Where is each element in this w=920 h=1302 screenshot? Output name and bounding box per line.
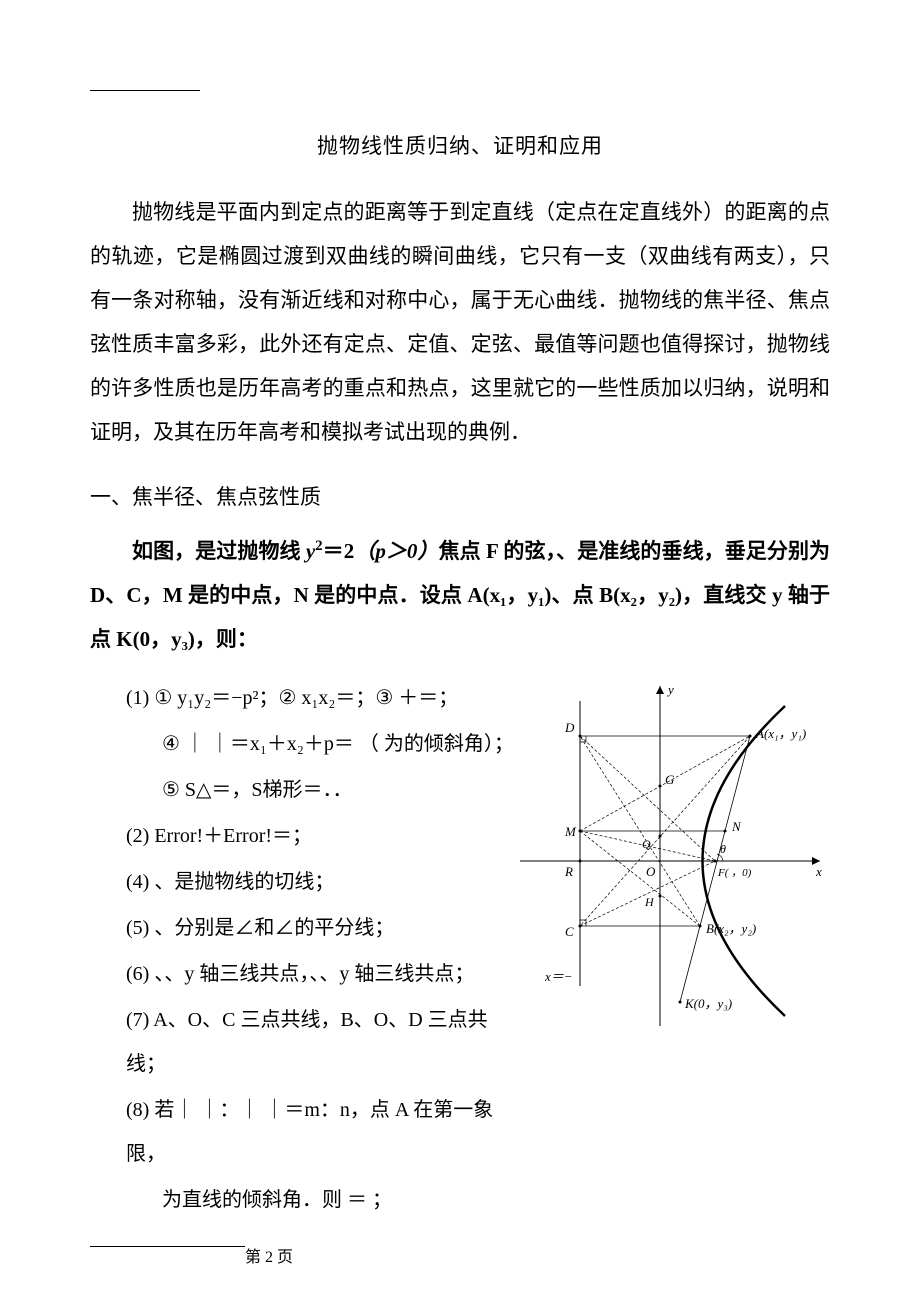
label-q: Q	[642, 837, 651, 851]
bold-prefix: 如图，是过抛物线	[132, 539, 306, 563]
label-c: C	[565, 924, 574, 939]
eq-sup: 2	[315, 538, 322, 554]
label-m: M	[564, 824, 577, 839]
properties-list: (1) ① y₁y₂＝−p²；② x₁x₂＝；③ ＋＝； ④ ｜ ｜＝x₁＋x₂…	[90, 676, 515, 1224]
list-item: (2) Error!＋Error!＝；	[90, 814, 515, 858]
content-row: (1) ① y₁y₂＝−p²；② x₁x₂＝；③ ＋＝； ④ ｜ ｜＝x₁＋x₂…	[90, 676, 830, 1224]
list-item: (7) A、O、C 三点共线，B、O、D 三点共线；	[90, 998, 515, 1086]
label-o: O	[646, 864, 656, 879]
list-subitem: 为直线的倾斜角．则 ＝ ；	[90, 1178, 515, 1222]
label-r: R	[564, 864, 573, 879]
eq-y: y	[306, 539, 315, 563]
label-f: F( ，0)	[717, 867, 752, 879]
list-item: (6) 、、y 轴三线共点，、、y 轴三线共点；	[90, 952, 515, 996]
footer-rule	[90, 1246, 245, 1247]
point-b-label: B(x₂，y₂)	[706, 921, 756, 936]
parabola-diagram: x y x＝− A(x₁，y₁) B(x₂，y₂) D C	[520, 676, 830, 1036]
list-subitem: ⑤ S△＝，S梯形＝．．	[90, 768, 515, 812]
list-subitem: ④ ｜ ｜＝x₁＋x₂＋p＝ （ 为的倾斜角）；	[90, 722, 515, 766]
definition-paragraph: 如图，是过抛物线 y2＝2（p＞0）焦点 F 的弦，、是准线的垂线，垂足分别为 …	[90, 529, 830, 661]
label-d: D	[564, 720, 575, 735]
eq-p: （p＞0）	[354, 539, 438, 563]
section-heading: 一、焦半径、焦点弦性质	[90, 475, 830, 519]
page-number: 第 2 页	[245, 1243, 293, 1267]
label-h: H	[644, 895, 655, 909]
intro-paragraph: 抛物线是平面内到定点的距离等于到定直线（定点在定直线外）的距离的点的轨迹，它是椭…	[90, 190, 830, 455]
eq-mid: ＝2	[323, 539, 355, 563]
point-k-label: K(0，y₃)	[684, 996, 732, 1011]
axis-x-label: x	[815, 864, 822, 879]
label-n: N	[731, 819, 742, 834]
label-g: G	[665, 772, 675, 787]
page-title: 抛物线性质归纳、证明和应用	[90, 130, 830, 160]
label-theta: θ	[720, 842, 726, 856]
list-item: (1) ① y₁y₂＝−p²；② x₁x₂＝；③ ＋＝；	[90, 676, 515, 720]
list-item: (5) 、分别是∠和∠的平分线；	[90, 906, 515, 950]
point-a-label: A(x₁，y₁)	[755, 726, 806, 741]
diagram-container: x y x＝− A(x₁，y₁) B(x₂，y₂) D C	[520, 676, 830, 1224]
header-rule	[90, 90, 200, 91]
list-item: (8) 若｜ ｜：｜ ｜＝m：n，点 A 在第一象限，	[90, 1088, 515, 1176]
axis-y-label: y	[666, 682, 674, 697]
directrix-label: x＝−	[544, 969, 573, 984]
list-item: (4) 、是抛物线的切线；	[90, 860, 515, 904]
